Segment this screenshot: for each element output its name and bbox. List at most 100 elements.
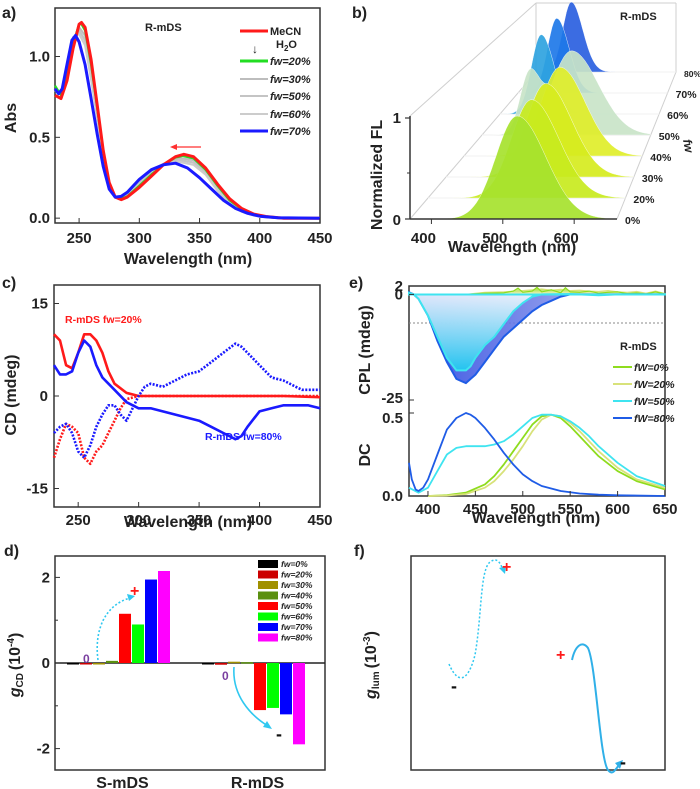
x-axis-label: Wavelength (nm) xyxy=(124,251,252,268)
legend-label-h2o: H2O xyxy=(276,39,297,53)
legend-title: R-mDS xyxy=(620,341,657,353)
z-tick-label: 50% xyxy=(659,131,681,143)
bar-r-mds-fw30 xyxy=(228,661,240,664)
x-tick-label: 400 xyxy=(247,512,272,529)
annotation-zero-s: 0 xyxy=(83,652,90,666)
series-annotation-fw20: R-mDS fw=20% xyxy=(65,314,142,326)
bar-r-mds-fw80 xyxy=(293,663,305,745)
y-tick-label: 1.0 xyxy=(29,48,50,65)
legend-label: fw=40% xyxy=(281,591,313,601)
legend-label: fW=50% xyxy=(634,396,675,408)
chart-title: R-mDS xyxy=(145,22,182,34)
bar-r-mds-fw20 xyxy=(215,663,227,665)
x-axis-label-e: Wavelength (nm) xyxy=(472,510,600,527)
x-tick-label: 500 xyxy=(482,230,507,247)
series-line-rmdsfw80 xyxy=(52,339,321,441)
annotation-plus-s: + xyxy=(502,559,511,576)
panel-a-absorbance-chart: 250 300 350 400 450 0.0 0.5 1.0 R-mDS Waveleng… xyxy=(3,7,333,268)
y-tick-label: 0.5 xyxy=(29,129,50,146)
legend-swatch xyxy=(258,602,278,610)
y-axis-label: gCD(10-4) xyxy=(6,633,26,699)
legend-label: fw=20% xyxy=(281,570,313,580)
x-tick-label: 600 xyxy=(554,230,579,247)
y-axis-label: Abs xyxy=(3,103,20,133)
plot-frame xyxy=(408,285,666,497)
panel-d-gcd-bar-chart: -2 0 2 fw=0%fw=20%fw=30%fw=40%fw=50%fw=60%… xyxy=(6,555,326,789)
legend-label-fw60: fw=60% xyxy=(270,109,311,121)
z-tick-label: 30% xyxy=(642,173,664,185)
category-label: R-mDS xyxy=(231,775,285,789)
annotation-minus-r: - xyxy=(620,752,626,772)
annotation-zero-r: 0 xyxy=(222,669,229,683)
bar-s-mds-fw50 xyxy=(119,613,131,663)
x-tick-label: 450 xyxy=(307,512,332,529)
legend-label: fw=60% xyxy=(281,612,313,622)
y-tick-label: 0 xyxy=(40,388,48,405)
panel-f-glum-bar-chart: glum(10-3) - + + - xyxy=(362,555,666,774)
bar-r-mds-fw60 xyxy=(267,663,279,708)
legend-label: fw=80% xyxy=(281,633,313,643)
z-tick-label: 60% xyxy=(667,110,689,122)
y-tick-label-top: 2 xyxy=(395,278,403,295)
legend-swatch xyxy=(258,570,278,579)
chart-title: R-mDS xyxy=(620,11,657,23)
panel-label-e: e) xyxy=(349,275,363,292)
trend-arrow-r xyxy=(571,643,620,774)
y-axis-label: CD (mdeg) xyxy=(3,355,20,436)
z-tick-label: 0% xyxy=(625,215,641,227)
dc-line-fw20 xyxy=(427,413,666,497)
annotation-minus-s: - xyxy=(451,676,457,696)
legend-swatch xyxy=(258,612,278,621)
legend: fW=0% fW=20% fW=50% fW=80% xyxy=(613,362,675,425)
bar-s-mds-fw60 xyxy=(132,624,144,663)
plot-frame xyxy=(54,7,321,224)
y-tick-label: -2 xyxy=(37,741,50,758)
bar-r-mds-fw0 xyxy=(202,663,214,665)
y-tick-label-top: 0 xyxy=(395,286,403,303)
y-tick-label: 0 xyxy=(393,212,401,229)
y-tick-label-bottom: 0.0 xyxy=(382,488,403,505)
bar-s-mds-fw20 xyxy=(80,663,92,665)
trend-arrowhead-s xyxy=(127,594,135,601)
trend-arrow-s xyxy=(448,559,504,679)
x-tick-label: 350 xyxy=(187,512,212,529)
panel-label-f: f) xyxy=(354,543,365,560)
x-tick-label: 250 xyxy=(66,512,91,529)
series-line-smdsfw80 xyxy=(53,342,320,459)
legend-label: fw=30% xyxy=(281,580,313,590)
x-tick-label: 500 xyxy=(510,501,535,518)
z-axis-label: fw xyxy=(680,138,696,154)
y-tick-label: 1 xyxy=(393,110,401,127)
legend-label: fw=0% xyxy=(281,559,308,569)
legend-label-fw30: fw=30% xyxy=(270,74,311,86)
z-tick-label: 40% xyxy=(650,152,672,164)
bar-s-mds-fw30 xyxy=(93,663,105,665)
x-tick-label: 400 xyxy=(247,230,272,247)
series-line-fw70 xyxy=(53,34,321,220)
legend-label-mecn: MeCN xyxy=(270,26,301,38)
x-tick-label: 400 xyxy=(411,230,436,247)
panel-label-b: b) xyxy=(352,5,367,22)
series-annotation-fw80: R-mDS fw=80% xyxy=(205,431,282,443)
category-label: S-mDS xyxy=(96,775,149,789)
x-tick-label: 300 xyxy=(126,512,151,529)
trend-arrowhead-s xyxy=(499,566,506,574)
perspective-line xyxy=(409,71,537,220)
arrow-down-icon: ↓ xyxy=(252,42,258,56)
dc-line-fw80 xyxy=(408,412,666,497)
x-tick-label: 650 xyxy=(652,501,677,518)
bar-r-mds-fw50 xyxy=(254,663,266,711)
annotation-plus-r: + xyxy=(556,647,565,664)
perspective-line xyxy=(616,71,677,220)
panel-e-cpl-dc-chart: 400 450 500 550 600 650 20 -25 0.5 0.0 Wavelengt… xyxy=(357,278,678,527)
legend: MeCN ↓ H2O fw=20% fw=30% fw=50% fw=60% f… xyxy=(240,26,311,138)
legend-swatch xyxy=(258,591,278,600)
bar-s-mds-fw0 xyxy=(67,663,79,665)
legend-label: fW=20% xyxy=(634,379,675,391)
panel-b-3d-fluorescence-chart: 1 0 400 500 600 80% 70% 60% 50% 40% 30% 20% 0% R-… xyxy=(369,1,700,256)
series-line-smdsfw20 xyxy=(52,394,320,466)
x-tick-label: 400 xyxy=(415,501,440,518)
legend-label-fw20: fw=20% xyxy=(270,56,311,68)
x-tick-label: 450 xyxy=(307,230,332,247)
